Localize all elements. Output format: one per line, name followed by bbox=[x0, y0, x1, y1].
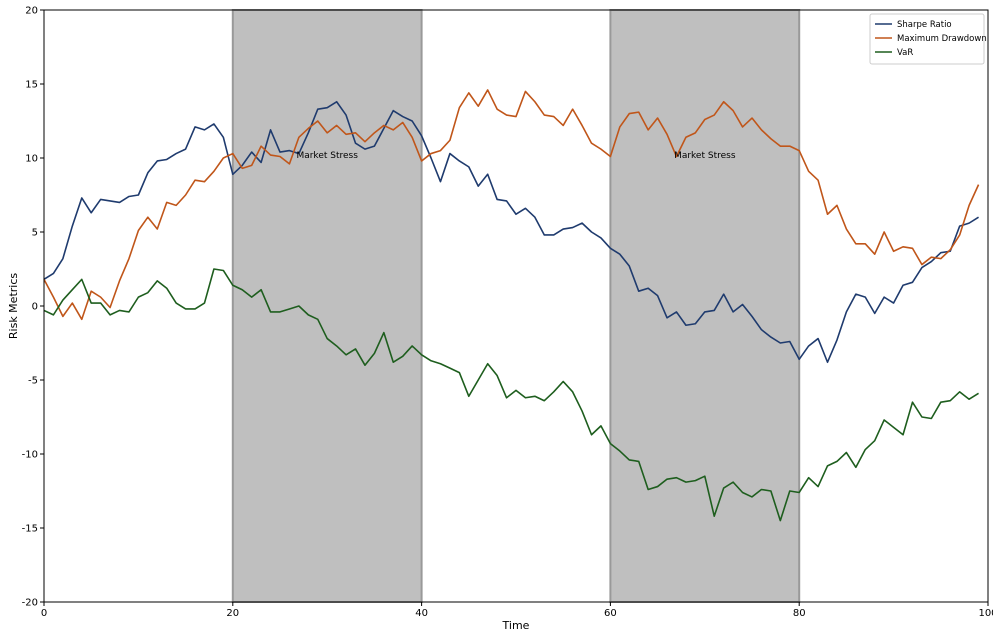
x-tick-label: 0 bbox=[41, 608, 47, 619]
y-tick-label: -5 bbox=[28, 376, 38, 387]
series-line bbox=[43, 268, 979, 522]
y-tick-label: 10 bbox=[25, 154, 38, 165]
legend-label: VaR bbox=[897, 48, 913, 58]
y-tick-label: -20 bbox=[22, 598, 38, 609]
x-tick-label: 100 bbox=[978, 608, 993, 619]
y-tick-label: -15 bbox=[22, 524, 38, 535]
x-tick-label: 40 bbox=[415, 608, 428, 619]
x-tick-label: 80 bbox=[793, 608, 806, 619]
y-axis-label: Risk Metrics bbox=[7, 273, 20, 339]
y-tick-label: 5 bbox=[32, 228, 38, 239]
x-tick-label: 20 bbox=[226, 608, 239, 619]
series-line bbox=[43, 89, 980, 321]
annotation: Market Stress bbox=[674, 151, 736, 161]
y-tick-label: 15 bbox=[25, 80, 38, 91]
legend-label: Maximum Drawdown bbox=[897, 34, 987, 44]
annotation: Market Stress bbox=[296, 151, 358, 161]
x-axis-label: Time bbox=[502, 619, 530, 632]
series-line bbox=[43, 100, 979, 364]
y-tick-label: -10 bbox=[22, 450, 38, 461]
shaded-span bbox=[231, 9, 423, 603]
x-tick-label: 60 bbox=[604, 608, 617, 619]
y-tick-label: 0 bbox=[32, 302, 38, 313]
shaded-span bbox=[609, 9, 801, 603]
plot-frame bbox=[43, 9, 989, 603]
legend-label: Sharpe Ratio bbox=[897, 20, 952, 30]
y-tick-label: 20 bbox=[25, 6, 38, 17]
legend-box bbox=[869, 13, 985, 65]
